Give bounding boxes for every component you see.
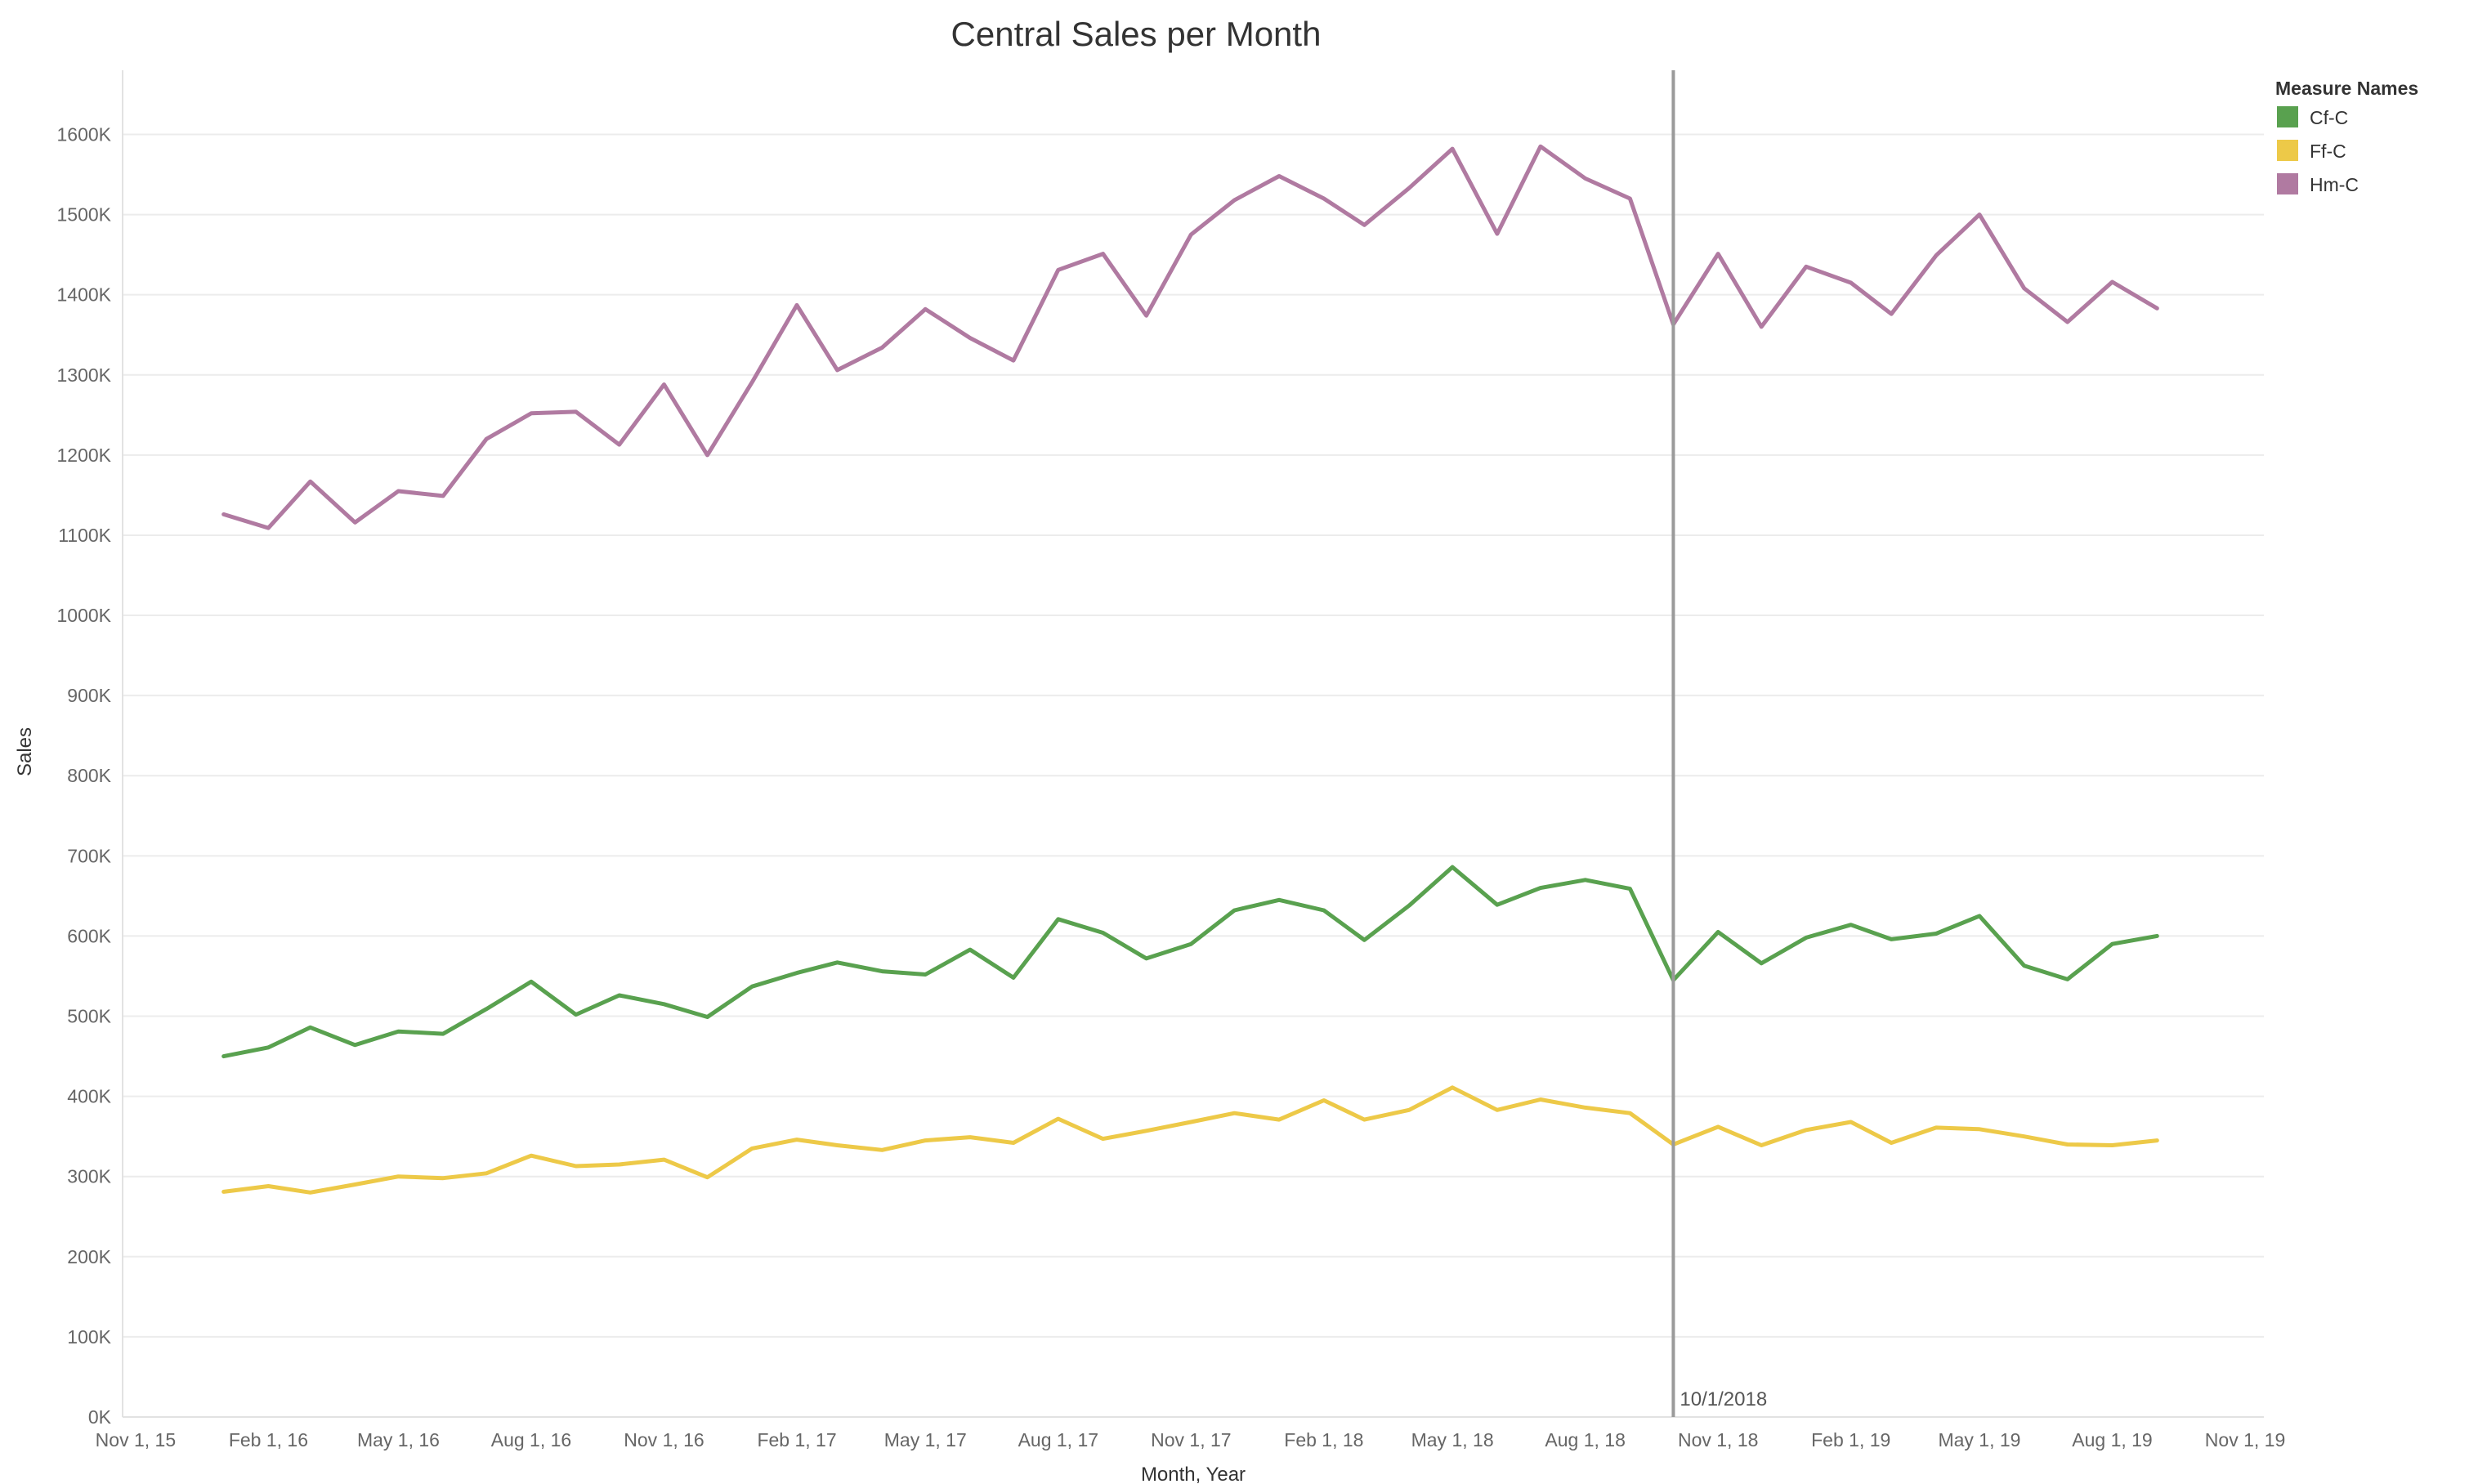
x-tick-label: Nov 1, 15 xyxy=(96,1429,176,1450)
y-tick-label: 0K xyxy=(88,1406,112,1428)
legend-swatch-hm-c xyxy=(2277,173,2298,194)
x-axis-ticks: Nov 1, 15 Feb 1, 16 May 1, 16 Aug 1, 16 Nov … xyxy=(96,1429,2286,1450)
x-tick-label: Aug 1, 17 xyxy=(1018,1429,1098,1450)
y-tick-label: 300K xyxy=(67,1166,111,1187)
x-tick-label: Aug 1, 18 xyxy=(1545,1429,1625,1450)
reference-line-label: 10/1/2018 xyxy=(1680,1388,1767,1410)
x-tick-label: May 1, 16 xyxy=(357,1429,440,1450)
legend-label: Cf-C xyxy=(2310,107,2348,128)
x-tick-label: Feb 1, 18 xyxy=(1284,1429,1363,1450)
legend-title: Measure Names xyxy=(2275,78,2418,99)
y-tick-label: 900K xyxy=(67,685,111,706)
x-tick-label: May 1, 17 xyxy=(884,1429,967,1450)
y-tick-label: 200K xyxy=(67,1246,111,1267)
x-tick-label: Aug 1, 19 xyxy=(2072,1429,2152,1450)
x-tick-label: Nov 1, 18 xyxy=(1678,1429,1758,1450)
series-line-cf-c xyxy=(221,865,2159,1059)
y-tick-label: 1100K xyxy=(58,525,111,546)
legend-label: Hm-C xyxy=(2310,174,2359,195)
legend-swatch-ff-c xyxy=(2277,140,2298,161)
y-tick-label: 100K xyxy=(67,1326,111,1348)
series-line-hm-c xyxy=(221,144,2159,530)
x-tick-label: Nov 1, 17 xyxy=(1151,1429,1231,1450)
x-tick-label: Feb 1, 19 xyxy=(1811,1429,1890,1450)
gridlines xyxy=(123,133,2264,1338)
y-tick-label: 1600K xyxy=(56,123,111,145)
y-tick-label: 1400K xyxy=(56,284,111,306)
y-tick-label: 1200K xyxy=(56,445,111,466)
axis-lines xyxy=(122,70,2264,1418)
x-tick-label: Aug 1, 16 xyxy=(491,1429,571,1450)
reference-line-group: 10/1/2018 xyxy=(1671,70,1767,1417)
x-axis-label: Month, Year xyxy=(1141,1464,1246,1484)
legend: Measure Names Cf-C Ff-C Hm-C xyxy=(2275,78,2418,195)
chart-title: Central Sales per Month xyxy=(951,15,1322,53)
x-tick-label: Feb 1, 16 xyxy=(229,1429,308,1450)
series-lines xyxy=(221,144,2159,1195)
series-line-ff-c xyxy=(221,1085,2159,1195)
y-axis-label: Sales xyxy=(14,727,36,776)
x-tick-label: May 1, 18 xyxy=(1411,1429,1494,1450)
y-axis-ticks: 0K 100K 200K 300K 400K 500K 600K 700K 800K 900K 10… xyxy=(56,123,111,1428)
y-tick-label: 800K xyxy=(67,765,111,786)
y-tick-label: 1500K xyxy=(56,204,111,226)
legend-label: Ff-C xyxy=(2310,141,2346,162)
y-tick-label: 600K xyxy=(67,925,111,946)
x-tick-label: May 1, 19 xyxy=(1938,1429,2020,1450)
y-tick-label: 400K xyxy=(67,1086,111,1107)
x-tick-label: Nov 1, 19 xyxy=(2205,1429,2285,1450)
y-tick-label: 700K xyxy=(67,845,111,866)
x-tick-label: Nov 1, 16 xyxy=(624,1429,704,1450)
x-tick-label: Feb 1, 17 xyxy=(757,1429,836,1450)
y-tick-label: 1000K xyxy=(56,605,111,626)
legend-swatch-cf-c xyxy=(2277,106,2298,127)
y-tick-label: 1300K xyxy=(56,364,111,386)
y-tick-label: 500K xyxy=(67,1006,111,1027)
